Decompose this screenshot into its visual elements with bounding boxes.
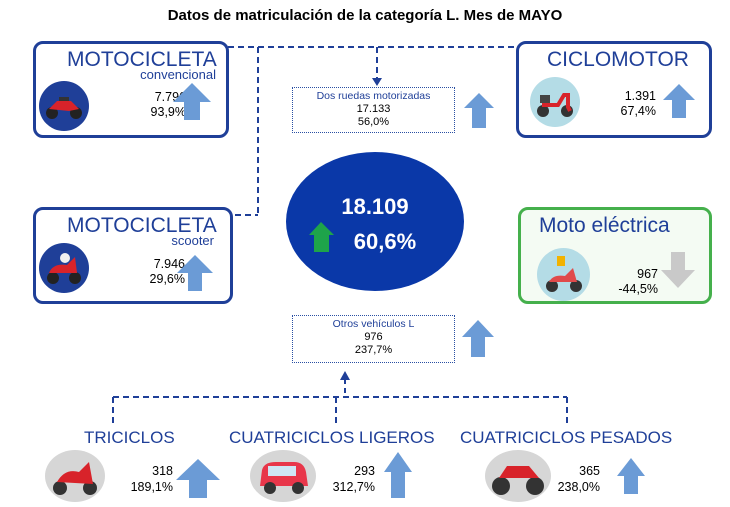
quad-icon (485, 450, 551, 502)
percent: 29,6% (149, 272, 185, 286)
info-label: Otros vehículos L (332, 318, 415, 330)
card-title: MOTOCICLETA (67, 214, 217, 237)
category-title: TRICICLOS (84, 428, 175, 447)
category-title: CUATRICICLOS LIGEROS (229, 428, 435, 447)
total-percent: 60,6% (353, 229, 417, 254)
card-title: CICLOMOTOR (547, 48, 689, 71)
total-value: 18.109 (341, 194, 409, 219)
info-dos-ruedas: Dos ruedas motorizadas 17.133 56,0% (292, 87, 455, 133)
arrow-up-green-icon (309, 222, 334, 252)
small-car-icon (250, 450, 316, 502)
value: 318 (152, 464, 173, 478)
info-value: 17.133 (356, 103, 391, 115)
card-subtitle: scooter (171, 233, 214, 248)
value: 967 (637, 267, 658, 281)
arrow-down-icon (661, 252, 695, 288)
arrow-up-icon (663, 84, 695, 118)
scooter-icon (39, 243, 89, 293)
card-ciclomotor: CICLOMOTOR 1.391 67,4% (516, 41, 712, 138)
tricycle-icon (45, 450, 105, 502)
percent: 67,4% (620, 104, 656, 118)
percent: 189,1% (130, 480, 173, 494)
card-title: Moto eléctrica (539, 214, 670, 237)
info-percent: 237,7% (354, 344, 393, 356)
value: 293 (354, 464, 375, 478)
arrowhead-down (372, 78, 382, 86)
info-percent: 56,0% (357, 116, 390, 128)
info-label: Dos ruedas motorizadas (316, 90, 431, 102)
card-moto-convencional: MOTOCICLETA convencional 7.796 93,9% (33, 41, 229, 138)
info-otros: Otros vehículos L 976 237,7% (292, 315, 455, 363)
card-subtitle: convencional (140, 67, 216, 82)
percent: -44,5% (618, 282, 658, 296)
electric-moto-icon (537, 248, 590, 301)
motorcycle-icon (39, 81, 89, 131)
arrow-up-icon (173, 83, 211, 120)
percent: 238,0% (557, 480, 600, 494)
value: 1.391 (624, 89, 656, 103)
total-ellipse: 18.109 60,6% (286, 152, 464, 291)
value: 365 (579, 464, 600, 478)
page-title: Datos de matriculación de la categoría L… (167, 7, 563, 24)
card-moto-electrica: Moto eléctrica 967 -44,5% (518, 207, 712, 304)
arrow-up-icon (177, 255, 213, 291)
card-title: MOTOCICLETA (67, 48, 217, 71)
card-moto-scooter: MOTOCICLETA scooter 7.946 29,6% (33, 207, 233, 304)
category-title: CUATRICICLOS PESADOS (460, 428, 673, 447)
info-value: 976 (364, 331, 383, 343)
percent: 93,9% (150, 105, 186, 119)
percent: 312,7% (332, 480, 375, 494)
moped-icon (530, 77, 580, 127)
arrowhead-up (340, 371, 350, 380)
value: 7.946 (153, 257, 185, 271)
